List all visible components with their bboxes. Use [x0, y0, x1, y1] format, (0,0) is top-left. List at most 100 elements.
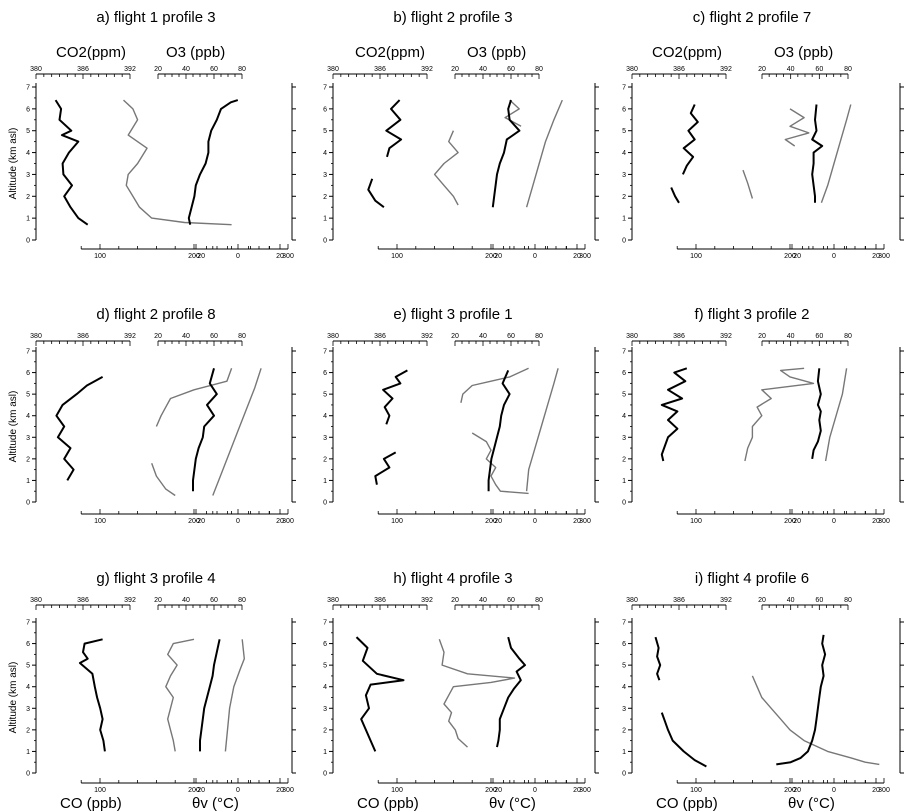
series-line-co: [460, 367, 529, 403]
theta-tick-label: 20: [573, 253, 581, 260]
altitude-tick-label: 1: [323, 216, 327, 223]
co2-tick-label: 380: [327, 66, 339, 73]
co-tick-label: 100: [94, 253, 106, 260]
co-tick-label: 300: [282, 518, 294, 525]
panel-title: a) flight 1 profile 3: [96, 9, 215, 26]
o3-tick-label: 60: [815, 66, 823, 73]
series-line--v: [525, 368, 559, 492]
co2-tick-label: 386: [77, 597, 89, 604]
series-line-o3: [199, 639, 221, 752]
series-line-co2-lower-segment: [660, 712, 707, 768]
series-line-co-upper-segment: [504, 99, 522, 127]
panel-d: d) flight 2 profile 8 0 1 2 3 4 5 6 7 Altitude (k…: [8, 306, 296, 525]
theta-tick-label: -20: [492, 787, 502, 794]
altitude-tick-label: 2: [26, 456, 30, 463]
altitude-tick-label: 1: [622, 478, 626, 485]
theta-tick-label: 20: [276, 787, 284, 794]
co-tick-label: 100: [690, 253, 702, 260]
panel-h: h) flight 4 profile 3 0 1 2 3 4 5 6 7 380 386 392 20…: [323, 570, 599, 811]
altitude-tick-label: 1: [323, 749, 327, 756]
series-line-co2: [385, 99, 403, 158]
co2-tick-label: 392: [421, 333, 433, 340]
theta-tick-label: -20: [791, 518, 801, 525]
altitude-tick-label: 2: [26, 727, 30, 734]
o3-tick-label: 20: [451, 333, 459, 340]
altitude-tick-label: 6: [622, 641, 626, 648]
o3-tick-label: 40: [182, 66, 190, 73]
altitude-tick-label: 2: [622, 194, 626, 201]
o3-tick-label: 20: [154, 333, 162, 340]
altitude-tick-label: 3: [323, 435, 327, 442]
altitude-tick-label: 4: [26, 413, 30, 420]
o3-tick-label: 80: [844, 597, 852, 604]
altitude-tick-label: 4: [622, 684, 626, 691]
altitude-tick-label: 3: [26, 172, 30, 179]
co-tick-label: 100: [94, 518, 106, 525]
o3-tick-label: 40: [479, 333, 487, 340]
altitude-tick-label: 5: [622, 663, 626, 670]
co-axis-label: CO (ppb): [60, 795, 122, 811]
series-line-co2: [654, 636, 662, 681]
theta-tick-label: -20: [195, 518, 205, 525]
theta-tick-label: 0: [236, 787, 240, 794]
altitude-tick-label: 6: [323, 106, 327, 113]
theta-tick-label: 0: [832, 787, 836, 794]
co2-tick-label: 380: [30, 66, 42, 73]
co-tick-label: 300: [282, 253, 294, 260]
series-line-co2: [355, 636, 405, 752]
co2-tick-label: 386: [673, 597, 685, 604]
series-line-co2-lower-segment: [670, 187, 680, 204]
theta-tick-label: 0: [236, 253, 240, 260]
series-line-o3: [491, 99, 521, 208]
theta-tick-label: -20: [195, 253, 205, 260]
co2-tick-label: 386: [673, 66, 685, 73]
panel-i: i) flight 4 profile 6 0 1 2 3 4 5 6 7 380 386 392 20…: [622, 570, 904, 811]
panel-title: g) flight 3 profile 4: [96, 570, 215, 587]
altitude-tick-label: 6: [323, 641, 327, 648]
co2-tick-label: 386: [374, 66, 386, 73]
co-tick-label: 300: [282, 787, 294, 794]
co2-tick-label: 380: [30, 597, 42, 604]
theta-tick-label: -20: [195, 787, 205, 794]
altitude-tick-label: 5: [26, 663, 30, 670]
altitude-tick-label: 0: [26, 500, 30, 507]
theta-axis-label: θv (°C): [788, 795, 835, 811]
co-tick-label: 100: [391, 787, 403, 794]
o3-tick-label: 20: [451, 597, 459, 604]
altitude-tick-label: 5: [323, 128, 327, 135]
altitude-tick-label: 0: [26, 771, 30, 778]
co-tick-label: 100: [391, 518, 403, 525]
altitude-tick-label: 2: [622, 727, 626, 734]
co2-tick-label: 386: [374, 333, 386, 340]
altitude-tick-label: 3: [26, 435, 30, 442]
altitude-tick-label: 0: [26, 238, 30, 245]
series-line-o3: [776, 634, 827, 766]
o3-tick-label: 80: [238, 597, 246, 604]
co-tick-label: 300: [878, 253, 890, 260]
altitude-tick-label: 1: [26, 216, 30, 223]
co2-tick-label: 392: [124, 597, 136, 604]
altitude-tick-label: 4: [622, 413, 626, 420]
co2-tick-label: 380: [626, 597, 638, 604]
altitude-tick-label: 3: [622, 706, 626, 713]
panel-title: f) flight 3 profile 2: [694, 306, 809, 323]
o3-tick-label: 40: [479, 597, 487, 604]
theta-tick-label: 20: [276, 253, 284, 260]
series-line-o3: [496, 636, 526, 748]
altitude-tick-label: 5: [26, 128, 30, 135]
o3-tick-label: 60: [210, 66, 218, 73]
panel-f: f) flight 3 profile 2 0 1 2 3 4 5 6 7 380 386 392 20…: [622, 306, 904, 525]
co-tick-label: 100: [391, 253, 403, 260]
co2-axis-label: CO2(ppm): [355, 44, 425, 61]
altitude-tick-label: 2: [26, 194, 30, 201]
altitude-tick-label: 4: [26, 684, 30, 691]
co2-tick-label: 386: [77, 66, 89, 73]
series-line--v: [224, 639, 246, 752]
altitude-tick-label: 0: [323, 238, 327, 245]
co-tick-label: 300: [579, 787, 591, 794]
theta-tick-label: 0: [236, 518, 240, 525]
theta-tick-label: 20: [872, 518, 880, 525]
series-line--v: [820, 104, 852, 204]
altitude-tick-label: 5: [26, 392, 30, 399]
co-tick-label: 200: [485, 253, 497, 260]
